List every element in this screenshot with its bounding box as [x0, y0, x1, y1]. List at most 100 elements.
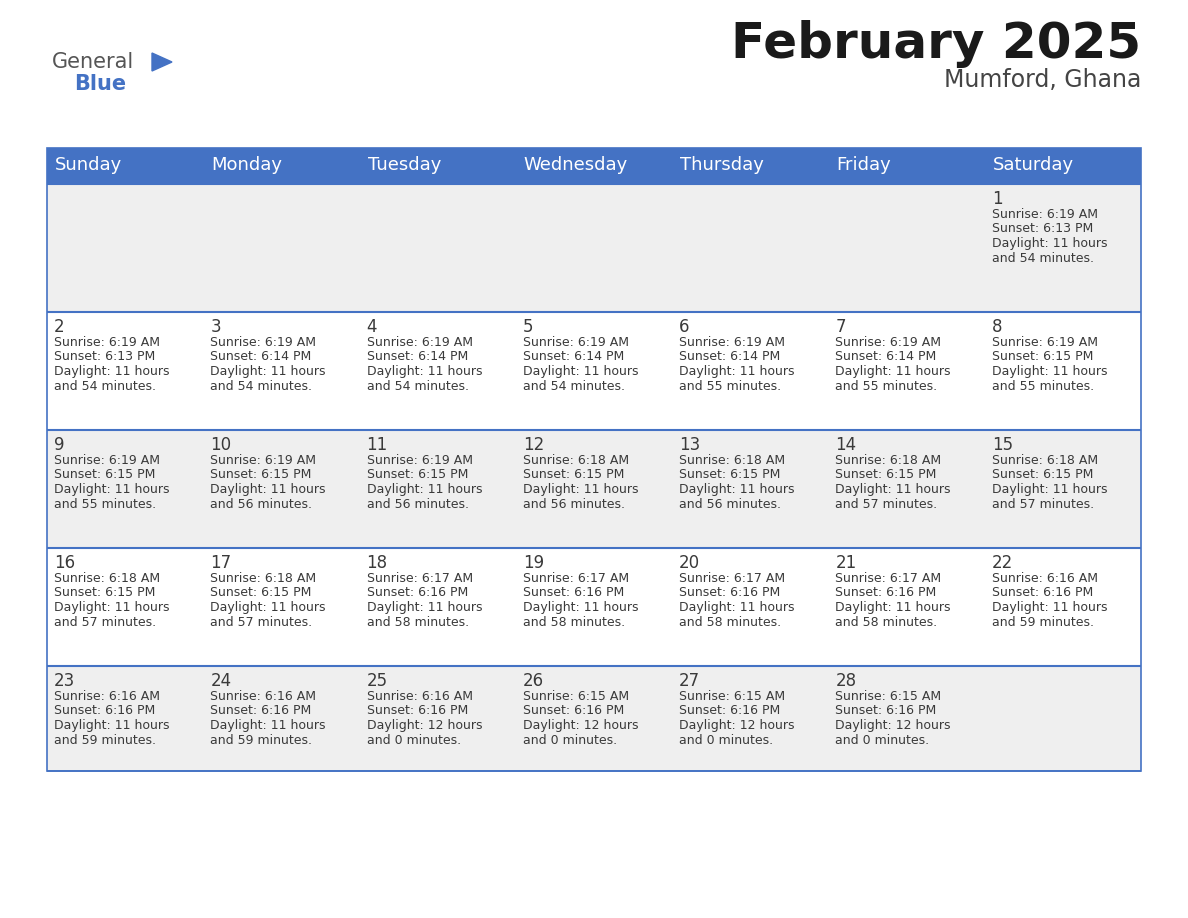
Text: 19: 19 [523, 554, 544, 572]
Text: Sunrise: 6:19 AM: Sunrise: 6:19 AM [210, 336, 316, 349]
Text: Daylight: 11 hours: Daylight: 11 hours [210, 601, 326, 614]
Text: Sunrise: 6:18 AM: Sunrise: 6:18 AM [523, 454, 628, 467]
Text: and 58 minutes.: and 58 minutes. [680, 615, 782, 629]
Text: Daylight: 11 hours: Daylight: 11 hours [835, 601, 950, 614]
Text: 25: 25 [367, 672, 387, 690]
Text: Daylight: 12 hours: Daylight: 12 hours [835, 719, 950, 732]
Text: Sunrise: 6:15 AM: Sunrise: 6:15 AM [680, 690, 785, 703]
Text: 8: 8 [992, 318, 1003, 336]
Text: Sunset: 6:15 PM: Sunset: 6:15 PM [210, 587, 311, 599]
Text: 15: 15 [992, 436, 1013, 454]
Text: Daylight: 11 hours: Daylight: 11 hours [523, 365, 638, 378]
Text: and 55 minutes.: and 55 minutes. [53, 498, 156, 510]
Text: Sunset: 6:16 PM: Sunset: 6:16 PM [680, 587, 781, 599]
Text: Sunset: 6:15 PM: Sunset: 6:15 PM [210, 468, 311, 482]
Text: and 54 minutes.: and 54 minutes. [523, 379, 625, 393]
Text: Sunday: Sunday [55, 156, 122, 174]
Text: Sunset: 6:14 PM: Sunset: 6:14 PM [523, 351, 624, 364]
Text: Sunrise: 6:19 AM: Sunrise: 6:19 AM [210, 454, 316, 467]
Text: 26: 26 [523, 672, 544, 690]
Text: Sunrise: 6:19 AM: Sunrise: 6:19 AM [523, 336, 628, 349]
Text: and 0 minutes.: and 0 minutes. [523, 733, 617, 746]
Text: Sunrise: 6:19 AM: Sunrise: 6:19 AM [53, 336, 160, 349]
Text: Blue: Blue [74, 74, 126, 94]
Text: Daylight: 11 hours: Daylight: 11 hours [53, 483, 170, 496]
Text: Daylight: 11 hours: Daylight: 11 hours [367, 601, 482, 614]
Text: Sunrise: 6:19 AM: Sunrise: 6:19 AM [680, 336, 785, 349]
Text: Daylight: 11 hours: Daylight: 11 hours [210, 719, 326, 732]
Text: Sunset: 6:13 PM: Sunset: 6:13 PM [53, 351, 156, 364]
Text: 14: 14 [835, 436, 857, 454]
Text: Sunset: 6:16 PM: Sunset: 6:16 PM [835, 587, 936, 599]
Bar [48, 184, 1140, 312]
Polygon shape [152, 53, 172, 71]
Text: Daylight: 11 hours: Daylight: 11 hours [680, 483, 795, 496]
Text: Wednesday: Wednesday [524, 156, 628, 174]
Text: Mumford, Ghana: Mumford, Ghana [943, 68, 1140, 92]
Text: Sunset: 6:15 PM: Sunset: 6:15 PM [992, 351, 1093, 364]
Text: and 58 minutes.: and 58 minutes. [367, 615, 469, 629]
Text: Sunrise: 6:18 AM: Sunrise: 6:18 AM [992, 454, 1098, 467]
Bar [48, 148, 1140, 771]
Text: Sunset: 6:14 PM: Sunset: 6:14 PM [367, 351, 468, 364]
Text: Sunrise: 6:18 AM: Sunrise: 6:18 AM [53, 572, 160, 585]
Text: and 55 minutes.: and 55 minutes. [992, 379, 1094, 393]
Text: Daylight: 11 hours: Daylight: 11 hours [992, 483, 1107, 496]
Text: Sunrise: 6:19 AM: Sunrise: 6:19 AM [53, 454, 160, 467]
Text: and 54 minutes.: and 54 minutes. [367, 379, 468, 393]
Text: Friday: Friday [836, 156, 891, 174]
Text: Sunrise: 6:16 AM: Sunrise: 6:16 AM [367, 690, 473, 703]
Bar [828, 148, 985, 184]
Text: and 57 minutes.: and 57 minutes. [835, 498, 937, 510]
Text: and 55 minutes.: and 55 minutes. [835, 379, 937, 393]
Bar [985, 148, 1140, 184]
Text: 2: 2 [53, 318, 64, 336]
Text: Sunrise: 6:18 AM: Sunrise: 6:18 AM [835, 454, 942, 467]
Text: and 58 minutes.: and 58 minutes. [523, 615, 625, 629]
Text: Daylight: 12 hours: Daylight: 12 hours [680, 719, 795, 732]
Text: Sunset: 6:16 PM: Sunset: 6:16 PM [992, 587, 1093, 599]
Bar [203, 148, 360, 184]
Text: 6: 6 [680, 318, 690, 336]
Text: Sunset: 6:15 PM: Sunset: 6:15 PM [835, 468, 937, 482]
Text: Daylight: 11 hours: Daylight: 11 hours [210, 365, 326, 378]
Text: Daylight: 11 hours: Daylight: 11 hours [210, 483, 326, 496]
Text: Sunset: 6:14 PM: Sunset: 6:14 PM [680, 351, 781, 364]
Bar [516, 148, 672, 184]
Text: and 57 minutes.: and 57 minutes. [210, 615, 312, 629]
Text: Daylight: 12 hours: Daylight: 12 hours [367, 719, 482, 732]
Text: Daylight: 11 hours: Daylight: 11 hours [367, 365, 482, 378]
Text: Sunset: 6:15 PM: Sunset: 6:15 PM [992, 468, 1093, 482]
Text: Sunset: 6:16 PM: Sunset: 6:16 PM [680, 704, 781, 718]
Text: Sunrise: 6:18 AM: Sunrise: 6:18 AM [680, 454, 785, 467]
Text: and 56 minutes.: and 56 minutes. [367, 498, 468, 510]
Text: Monday: Monday [211, 156, 283, 174]
Text: Sunset: 6:15 PM: Sunset: 6:15 PM [53, 468, 156, 482]
Text: Sunset: 6:14 PM: Sunset: 6:14 PM [835, 351, 936, 364]
Text: Sunset: 6:16 PM: Sunset: 6:16 PM [210, 704, 311, 718]
Text: 28: 28 [835, 672, 857, 690]
Text: 3: 3 [210, 318, 221, 336]
Text: 18: 18 [367, 554, 387, 572]
Text: Daylight: 11 hours: Daylight: 11 hours [992, 365, 1107, 378]
Text: Sunset: 6:15 PM: Sunset: 6:15 PM [680, 468, 781, 482]
Text: 9: 9 [53, 436, 64, 454]
Text: Daylight: 11 hours: Daylight: 11 hours [835, 483, 950, 496]
Text: 27: 27 [680, 672, 700, 690]
Text: Sunrise: 6:19 AM: Sunrise: 6:19 AM [367, 336, 473, 349]
Text: and 56 minutes.: and 56 minutes. [523, 498, 625, 510]
Text: Tuesday: Tuesday [367, 156, 441, 174]
Text: Daylight: 11 hours: Daylight: 11 hours [992, 601, 1107, 614]
Bar [48, 666, 1140, 771]
Text: 1: 1 [992, 190, 1003, 208]
Text: Daylight: 11 hours: Daylight: 11 hours [835, 365, 950, 378]
Text: and 59 minutes.: and 59 minutes. [210, 733, 312, 746]
Text: Sunrise: 6:17 AM: Sunrise: 6:17 AM [835, 572, 942, 585]
Text: February 2025: February 2025 [731, 20, 1140, 68]
Text: and 55 minutes.: and 55 minutes. [680, 379, 782, 393]
Text: Sunrise: 6:15 AM: Sunrise: 6:15 AM [835, 690, 942, 703]
Bar [360, 148, 516, 184]
Text: and 0 minutes.: and 0 minutes. [835, 733, 929, 746]
Text: Thursday: Thursday [681, 156, 764, 174]
Text: Daylight: 11 hours: Daylight: 11 hours [680, 365, 795, 378]
